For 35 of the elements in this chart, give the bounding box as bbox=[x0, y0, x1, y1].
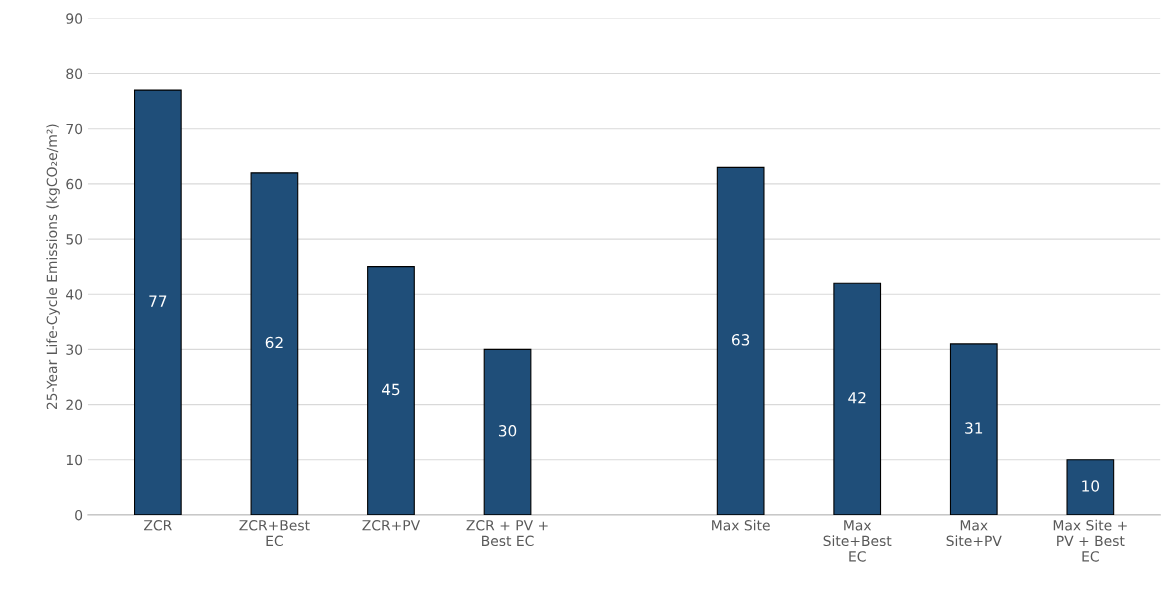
y-tick-label: 40 bbox=[66, 289, 83, 300]
y-tick-label: 10 bbox=[66, 454, 83, 466]
data-label: 45 bbox=[381, 383, 400, 396]
x-tick-label: ZCR bbox=[144, 520, 172, 531]
x-tick-label: ZCR+Best EC bbox=[239, 520, 310, 547]
x-tick-label: ZCR+PV bbox=[362, 520, 421, 531]
bar bbox=[1066, 459, 1115, 515]
data-label: 30 bbox=[498, 425, 517, 437]
bar bbox=[250, 172, 299, 515]
data-label: 77 bbox=[149, 295, 167, 307]
x-tick-label: Max Site+Best EC bbox=[823, 520, 892, 562]
bar bbox=[716, 166, 765, 515]
y-axis-title: 25-Year Life-Cycle Emissions (kgCO₂e/m²) bbox=[46, 124, 60, 410]
y-tick-label: 90 bbox=[66, 13, 83, 24]
x-tick-label: Max Site bbox=[712, 519, 770, 531]
data-label: 42 bbox=[848, 391, 866, 404]
y-tick-label: 70 bbox=[66, 123, 83, 135]
x-tick-label: ZCR + PV + Best EC bbox=[466, 520, 548, 547]
data-label: 10 bbox=[1082, 480, 1100, 492]
x-tick-label: Max Site+PV bbox=[946, 520, 1002, 547]
data-label: 63 bbox=[732, 334, 750, 346]
data-label: 62 bbox=[265, 336, 283, 349]
y-tick-label: 80 bbox=[66, 68, 83, 80]
bar bbox=[483, 348, 532, 515]
y-tick-label: 0 bbox=[75, 509, 83, 521]
x-tick-label: Max Site + PV + Best EC bbox=[1053, 519, 1127, 562]
bar bbox=[367, 266, 415, 515]
y-tick-label: 50 bbox=[66, 234, 83, 245]
y-tick-label: 20 bbox=[66, 399, 83, 411]
y-tick-label: 60 bbox=[66, 178, 83, 190]
y-tick-label: 30 bbox=[66, 344, 83, 355]
bar bbox=[133, 89, 182, 515]
bar bbox=[949, 343, 998, 515]
bar bbox=[833, 282, 882, 515]
data-label: 31 bbox=[965, 422, 983, 434]
